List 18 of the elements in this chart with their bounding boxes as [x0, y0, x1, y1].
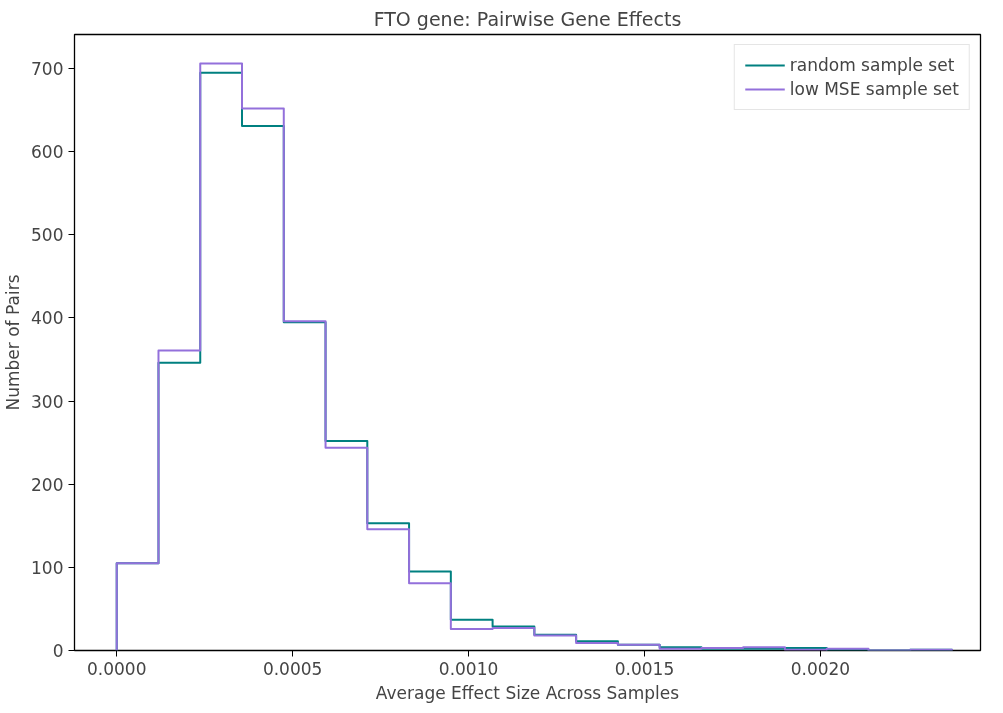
y-tick-label: 200	[31, 474, 64, 495]
x-tick-label: 0.0005	[262, 658, 323, 679]
x-tick-label: 0.0015	[614, 658, 675, 679]
x-tick-label: 0.0010	[438, 658, 499, 679]
x-axis-title: Average Effect Size Across Samples	[375, 682, 680, 703]
x-tick-label: 0.0020	[790, 658, 851, 679]
y-tick-label: 100	[31, 557, 64, 578]
legend-label: random sample set	[789, 55, 955, 75]
chart-title: FTO gene: Pairwise Gene Effects	[373, 7, 682, 30]
y-tick-label: 700	[31, 59, 64, 80]
y-tick-label: 600	[31, 142, 64, 163]
y-tick-label: 300	[31, 391, 64, 412]
y-tick-label: 500	[31, 225, 64, 246]
legend-label: low MSE sample set	[789, 79, 959, 99]
y-tick-label: 0	[52, 641, 64, 661]
x-tick-label: 0.0000	[86, 658, 147, 679]
y-axis-title: Number of Pairs	[3, 274, 24, 411]
y-tick-label: 400	[31, 308, 64, 329]
